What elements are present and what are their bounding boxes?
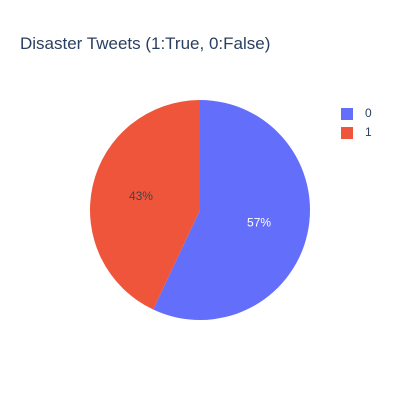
legend-item-1[interactable]: 1 [341,125,372,139]
legend-swatch-1 [341,127,353,139]
slices-layer [90,100,310,320]
legend[interactable]: 01 [341,106,372,139]
slice-label-1: 43% [129,189,153,203]
legend-label-0: 0 [365,106,372,120]
slice-label-0: 57% [247,215,271,229]
legend-swatch-0 [341,108,353,120]
legend-label-1: 1 [365,125,372,139]
legend-item-0[interactable]: 0 [341,106,372,120]
